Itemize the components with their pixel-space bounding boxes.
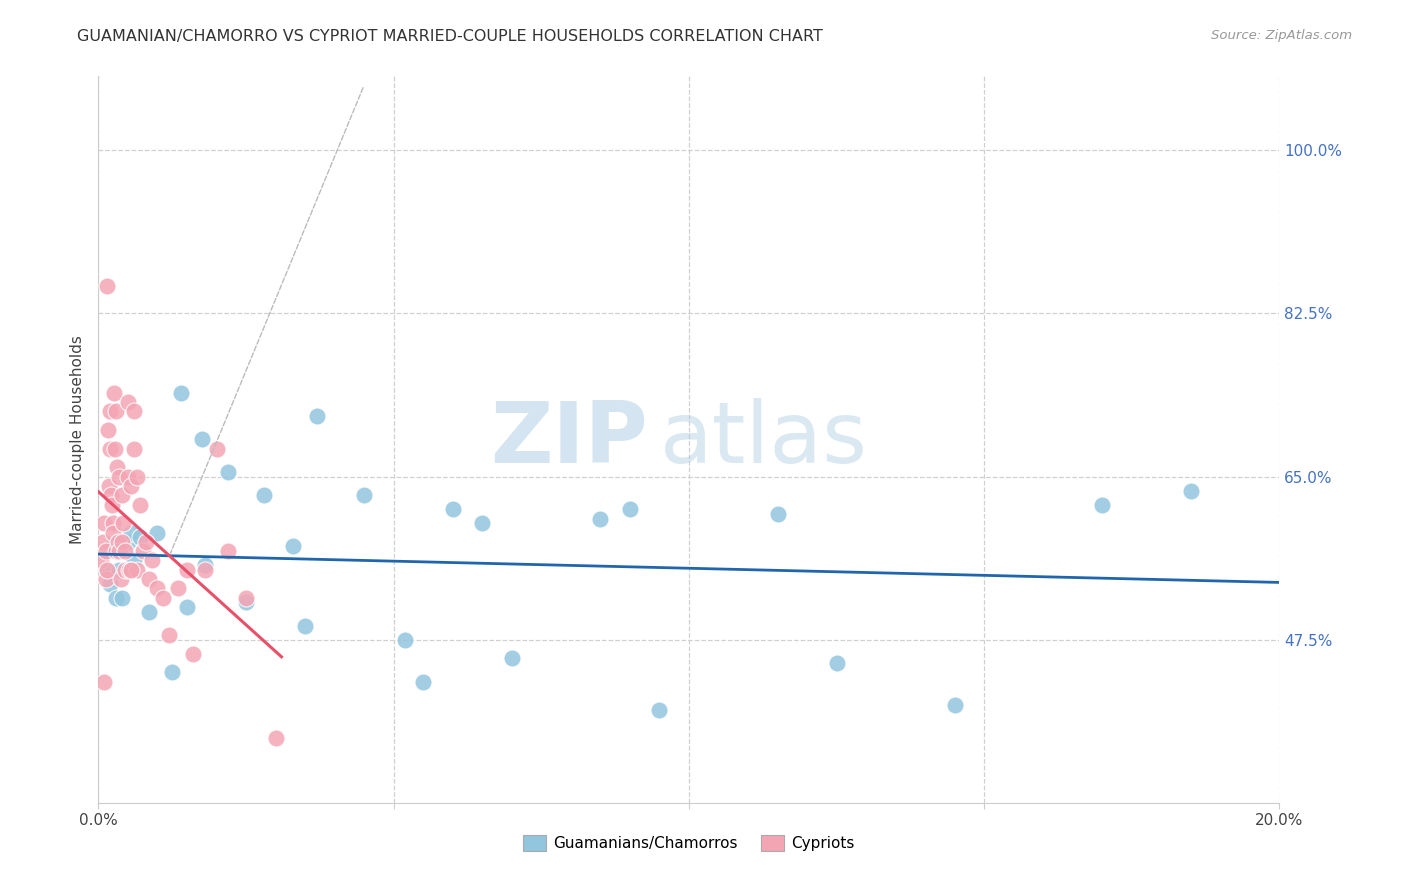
Point [120,479,142,493]
Point [235,595,257,609]
Point [162,665,183,680]
Point [122,404,145,418]
Point [108,563,131,577]
Point [120,525,142,540]
Point [353,488,375,502]
Point [253,488,276,502]
Point [91,534,114,549]
Point [103,525,125,540]
Point [105,404,128,418]
Point [108,544,131,558]
Point [138,605,160,619]
Point [103,385,125,400]
Point [98,404,121,418]
Point [264,731,287,745]
Point [110,572,132,586]
Point [111,591,134,605]
Point [217,544,239,558]
Point [117,469,139,483]
Point [101,498,124,512]
Point [471,516,494,531]
Point [191,432,214,446]
Point [132,544,155,558]
Point [98,479,121,493]
Point [120,563,142,577]
Point [94,572,117,586]
Point [114,544,136,558]
Point [90,553,112,567]
Point [146,525,169,540]
Point [114,563,136,577]
Point [96,563,118,577]
Text: atlas: atlas [659,398,868,481]
Point [825,656,848,670]
Point [103,516,125,531]
Point [648,703,671,717]
Point [141,553,163,567]
Point [98,576,121,591]
Point [138,572,160,586]
Point [103,540,125,554]
Point [235,591,257,605]
Point [589,511,612,525]
Point [176,563,198,577]
Point [112,516,135,531]
Point [128,498,150,512]
Point [125,469,148,483]
Point [98,442,121,456]
Point [104,442,127,456]
Point [194,563,217,577]
Point [394,632,416,647]
Point [283,540,305,554]
Point [167,582,190,596]
Point [93,516,115,531]
Point [205,442,228,456]
Point [117,395,139,409]
Point [135,534,157,549]
Point [152,591,174,605]
Point [108,469,131,483]
Point [1180,483,1202,498]
Point [93,674,115,689]
Point [105,544,128,558]
Point [194,558,217,573]
Point [120,563,142,577]
Point [105,460,128,475]
Point [105,591,128,605]
Point [170,385,193,400]
Point [122,553,145,567]
Point [501,651,523,665]
Point [619,502,641,516]
Point [122,442,145,456]
Point [176,600,198,615]
Point [128,530,150,544]
Point [943,698,966,712]
Point [412,674,434,689]
Point [217,465,239,479]
Point [97,423,120,437]
Point [157,628,180,642]
Point [96,278,118,293]
Text: ZIP: ZIP [489,398,648,481]
Point [96,563,118,577]
Point [1091,498,1114,512]
Point [100,488,122,502]
Point [117,534,139,549]
Legend: Guamanians/Chamorros, Cypriots: Guamanians/Chamorros, Cypriots [517,829,860,857]
Text: GUAMANIAN/CHAMORRO VS CYPRIOT MARRIED-COUPLE HOUSEHOLDS CORRELATION CHART: GUAMANIAN/CHAMORRO VS CYPRIOT MARRIED-CO… [77,29,823,44]
Point [305,409,328,423]
Point [125,563,148,577]
Point [146,582,169,596]
Text: Source: ZipAtlas.com: Source: ZipAtlas.com [1212,29,1353,42]
Point [181,647,204,661]
Y-axis label: Married-couple Households: Married-couple Households [70,334,86,544]
Point [294,618,316,632]
Point [94,544,117,558]
Point [441,502,464,516]
Point [111,488,134,502]
Point [118,563,141,577]
Point [766,507,789,521]
Point [111,534,134,549]
Point [107,534,129,549]
